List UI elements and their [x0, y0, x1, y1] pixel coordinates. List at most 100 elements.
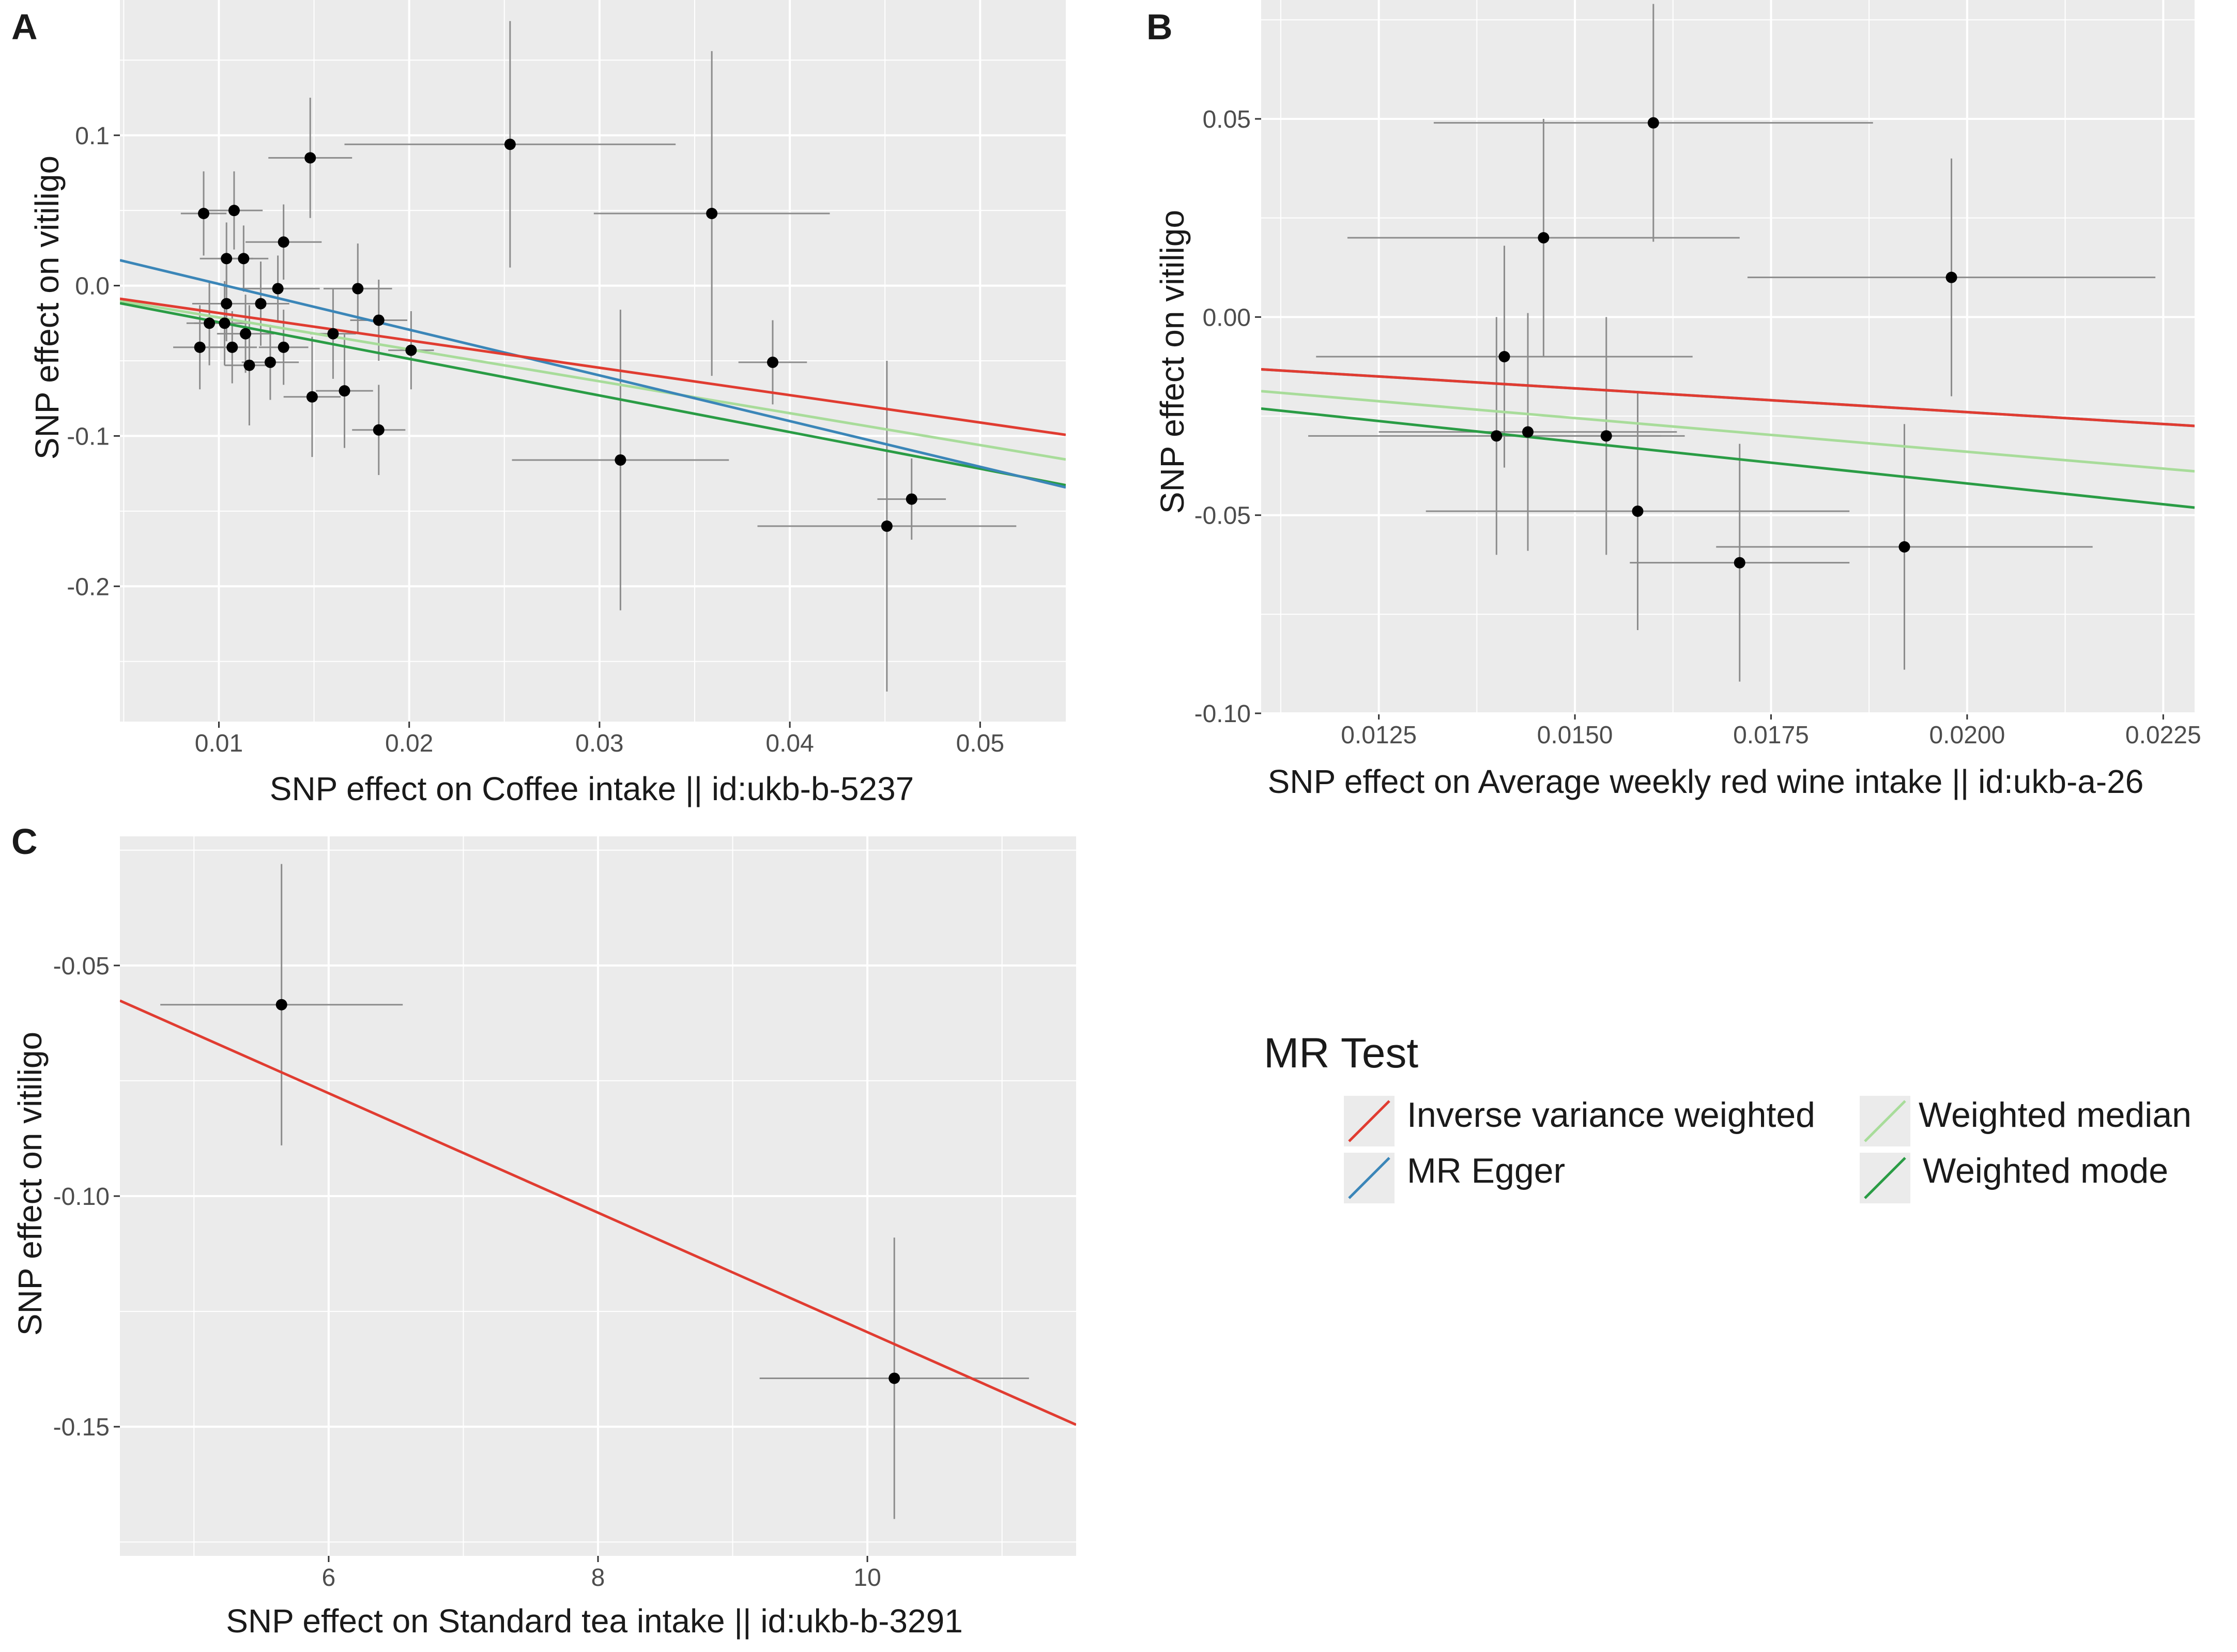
panel-a-data-point — [194, 341, 206, 353]
panel-a-data-point — [243, 359, 255, 371]
panel-a-y-tick-label: 0.0 — [75, 273, 110, 300]
panel-a-x-tick-label: 0.02 — [385, 730, 433, 757]
panel-b-x-tick-label: 0.0150 — [1537, 722, 1613, 749]
panel-a-data-point — [198, 207, 210, 219]
panel-b-y-tick-label: 0.00 — [1203, 304, 1251, 331]
legend-label-mr-egger: MR Egger — [1407, 1151, 1565, 1190]
legend-label-weighted-mode: Weighted mode — [1923, 1151, 2168, 1190]
panel-b-x-tick-label: 0.0225 — [2125, 722, 2201, 749]
panel-b-x-tick-label: 0.0125 — [1341, 722, 1417, 749]
panel-c-x-tick-label: 6 — [322, 1564, 336, 1592]
panel-a-chart: A 0.01 0.02 0.03 0.04 0.05 -0.2 -0.1 0.0 0.1 SNP… — [11, 0, 1066, 807]
panel-a-data-point — [228, 205, 240, 217]
panel-b-data-point — [1538, 232, 1550, 243]
panel-c-y-axis-label: SNP effect on vitiligo — [11, 1032, 49, 1336]
panel-b-data-point — [1600, 430, 1612, 442]
panel-c-data-layer — [120, 864, 1076, 1519]
panel-b-y-tick-label: -0.10 — [1194, 700, 1251, 728]
panel-a-data-point — [352, 283, 364, 295]
panel-b-data-point — [1491, 430, 1503, 442]
panel-b-line-inverse-variance-weighted — [1261, 368, 2195, 427]
panel-c-chart: C 6 8 10 -0.15 -0.10 -0.05 SNP effect on Stan… — [11, 821, 1076, 1640]
panel-b-chart: B 0.0125 0.0150 0.0175 0.0200 0.0225 -0.10 -0.… — [1146, 0, 2201, 800]
panel-a-y-axis-label: SNP effect on vitiligo — [28, 156, 66, 460]
panel-a-data-point — [767, 356, 778, 368]
legend-swatch-inverse-variance-weighted — [1348, 1100, 1390, 1142]
panel-a-data-point — [238, 253, 250, 265]
panel-b-y-tick-label: -0.05 — [1194, 502, 1251, 530]
panel-a-data-point — [221, 298, 233, 310]
panel-a-data-point — [306, 391, 318, 403]
panel-c-x-tick-label: 10 — [853, 1564, 881, 1592]
panel-a-data-point — [373, 424, 385, 436]
panel-b-x-tick-label: 0.0200 — [1929, 722, 2005, 749]
panel-c-x-axis-label: SNP effect on Standard tea intake || id:… — [226, 1602, 963, 1640]
panel-c-y-tick-label: -0.15 — [53, 1414, 110, 1441]
panel-a-data-point — [615, 454, 626, 466]
legend-swatch-mr-egger — [1348, 1157, 1390, 1199]
panel-b-data-point — [1647, 117, 1659, 129]
panel-c-data-point — [888, 1372, 900, 1384]
panel-a-data-point — [264, 356, 276, 368]
panel-b-data-point — [1498, 351, 1510, 362]
panel-a-data-point — [204, 317, 216, 329]
panel-b-data-layer — [1261, 4, 2195, 682]
panel-a-data-point — [405, 344, 417, 356]
panel-a-data-point — [221, 253, 233, 265]
panel-a-x-tick-label: 0.04 — [765, 730, 814, 757]
panel-c-y-tick-label: -0.05 — [53, 953, 110, 980]
panel-a-y-tick-label: -0.1 — [67, 423, 110, 450]
panel-b-line-weighted-mode — [1261, 407, 2195, 509]
panel-a-data-point — [278, 341, 289, 353]
panel-c-line-inverse-variance-weighted — [120, 999, 1076, 1426]
panel-c-x-tick-label: 8 — [591, 1564, 605, 1592]
panel-b-y-axis-label: SNP effect on vitiligo — [1154, 210, 1191, 514]
panel-a-data-point — [881, 520, 893, 532]
panel-c-label: C — [11, 821, 38, 862]
panel-b-data-point — [1945, 271, 1957, 283]
panel-a-data-point — [304, 152, 316, 164]
panel-a-line-inverse-variance-weighted — [120, 297, 1066, 436]
panel-a-data-point — [504, 139, 516, 150]
panel-a-line-weighted-median — [120, 299, 1066, 461]
legend-swatch-weighted-mode — [1864, 1157, 1906, 1199]
panel-b-x-tick-label: 0.0175 — [1733, 722, 1809, 749]
panel-a-data-point — [219, 317, 231, 329]
panel-a-data-point — [373, 314, 385, 326]
panel-a-y-tick-label: -0.2 — [67, 573, 110, 601]
panel-a-data-point — [278, 236, 289, 248]
legend-swatch-weighted-median — [1864, 1100, 1906, 1142]
panel-a-data-point — [906, 493, 917, 505]
panel-a-data-point — [272, 283, 284, 295]
panel-a-label: A — [11, 7, 38, 47]
panel-a-x-axis-label: SNP effect on Coffee intake || id:ukb-b-… — [270, 770, 914, 807]
panel-c-y-tick-label: -0.10 — [53, 1183, 110, 1211]
panel-a-data-point — [226, 341, 238, 353]
panel-b-data-point — [1632, 506, 1644, 517]
legend-label-inverse-variance-weighted: Inverse variance weighted — [1407, 1095, 1815, 1135]
panel-a-line-mr-egger — [120, 258, 1066, 489]
panel-b-data-point — [1734, 557, 1745, 569]
panel-a-data-point — [327, 328, 339, 340]
panel-a-data-layer — [120, 21, 1066, 692]
panel-b-y-tick-label: 0.05 — [1203, 106, 1251, 133]
panel-b-data-point — [1898, 541, 1910, 553]
panel-a-data-point — [706, 207, 718, 219]
panel-a-data-point — [255, 298, 267, 310]
panel-b-label: B — [1146, 7, 1173, 47]
panel-c-data-point — [275, 999, 287, 1011]
panel-b-line-weighted-median — [1261, 390, 2195, 473]
legend: MR Test Inverse variance weighted MR Egge… — [1264, 1030, 2192, 1203]
legend-label-weighted-median: Weighted median — [1919, 1095, 2192, 1135]
legend-title: MR Test — [1264, 1030, 1418, 1077]
panel-a-data-point — [339, 385, 350, 397]
panel-a-x-tick-label: 0.05 — [956, 730, 1004, 757]
panel-a-line-weighted-mode — [120, 302, 1066, 487]
panel-a-data-point — [240, 328, 252, 340]
panel-a-y-tick-label: 0.1 — [75, 123, 110, 150]
panel-a-x-tick-label: 0.01 — [195, 730, 243, 757]
panel-b-data-point — [1522, 426, 1534, 438]
panel-b-x-axis-label: SNP effect on Average weekly red wine in… — [1268, 763, 2144, 800]
panel-a-x-tick-label: 0.03 — [575, 730, 623, 757]
